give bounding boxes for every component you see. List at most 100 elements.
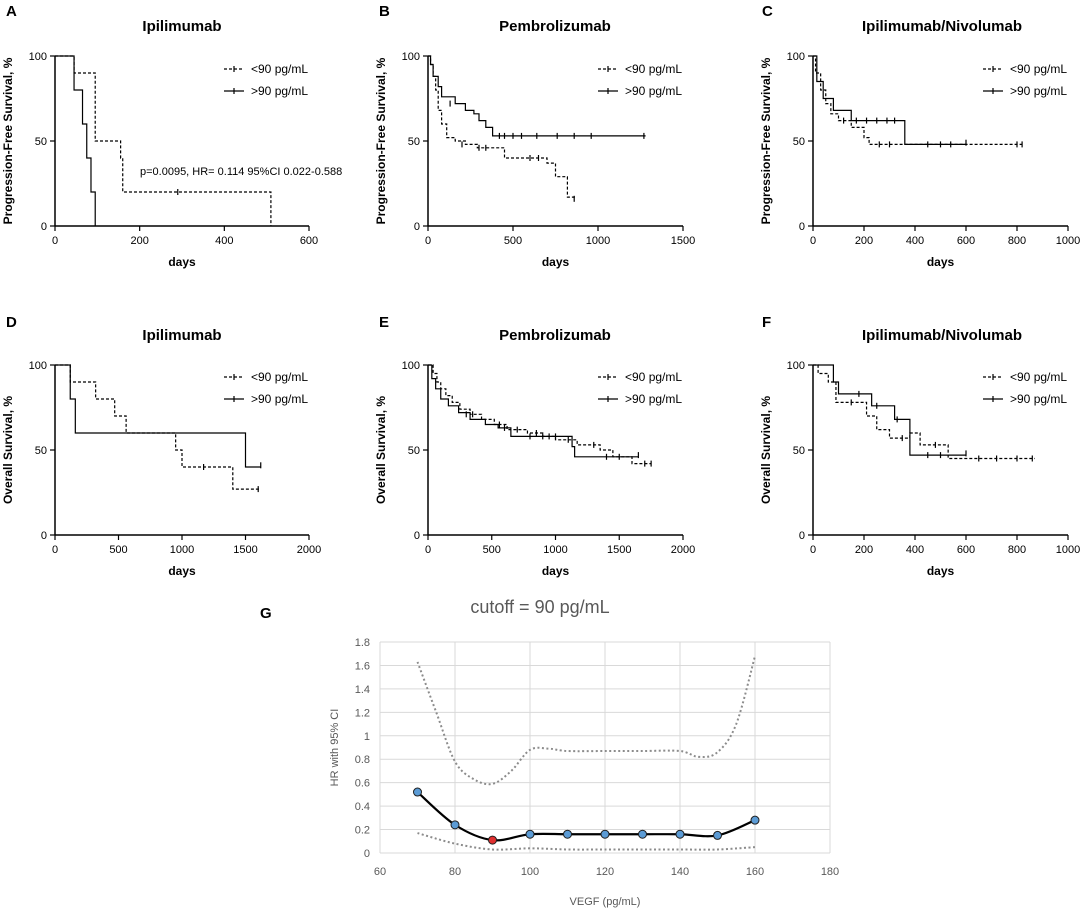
x-tick-label: 2000 [671, 544, 695, 556]
panel-title: Pembrolizumab [499, 18, 611, 35]
y-tick-label: 0.8 [355, 754, 370, 766]
y-tick-label: 0.2 [355, 825, 370, 837]
x-tick-label: 600 [957, 544, 975, 556]
x-tick-label: 200 [855, 544, 873, 556]
x-tick-label: 0 [425, 544, 431, 556]
hr-point [413, 787, 422, 797]
y-tick-label: 50 [35, 136, 47, 148]
panel-label: F [762, 314, 771, 331]
x-tick-label: 1000 [586, 235, 610, 247]
y-axis-label: Overall Survival, % [374, 396, 388, 504]
x-tick-label: 600 [957, 235, 975, 247]
legend-label: <90 pg/mL [625, 62, 682, 76]
y-tick-label: 100 [787, 360, 805, 372]
ci-upper-line [416, 655, 756, 786]
legend-label: >90 pg/mL [1010, 84, 1067, 98]
hr-point [450, 820, 460, 830]
hr-point [675, 829, 685, 839]
x-tick-label: 180 [821, 866, 839, 878]
y-tick-label: 50 [793, 445, 805, 457]
x-tick-label: 0 [52, 544, 58, 556]
x-tick-label: 800 [1008, 235, 1026, 247]
km-curve-above-90 [813, 55, 966, 145]
y-axis-label: Overall Survival, % [759, 396, 773, 504]
panel-title: cutoff = 90 pg/mL [470, 597, 609, 617]
panel-a: A Ipilimumab 0 50 100 0 200 400 600 days Progressi… [1, 3, 342, 269]
hr-point [713, 830, 722, 840]
legend-label: <90 pg/mL [1010, 62, 1067, 76]
x-tick-label: 1500 [607, 544, 631, 556]
legend-label: <90 pg/mL [251, 370, 308, 384]
panel-label: B [379, 3, 390, 20]
x-axis-label: days [927, 255, 955, 269]
x-tick-label: 1500 [671, 235, 695, 247]
x-tick-label: 500 [109, 544, 127, 556]
x-axis-label: VEGF (pg/mL) [570, 896, 641, 908]
legend-label: <90 pg/mL [625, 370, 682, 384]
hr-point [638, 829, 647, 839]
y-tick-label: 100 [402, 360, 420, 372]
stats-annotation: p=0.0095, HR= 0.114 95%CI 0.022-0.588 [140, 166, 342, 178]
hr-point [563, 829, 572, 839]
panel-title: Ipilimumab [142, 18, 221, 35]
x-tick-label: 200 [855, 235, 873, 247]
x-tick-label: 500 [504, 235, 522, 247]
x-tick-label: 0 [52, 235, 58, 247]
legend-label: <90 pg/mL [251, 62, 308, 76]
y-tick-label: 1 [364, 731, 370, 743]
legend-label: >90 pg/mL [251, 392, 308, 406]
y-tick-label: 100 [787, 51, 805, 63]
legend-label: >90 pg/mL [625, 84, 682, 98]
panel-title: Pembrolizumab [499, 327, 611, 344]
panel-label: E [379, 314, 389, 331]
y-tick-label: 0 [364, 848, 370, 860]
hr-line [416, 791, 756, 842]
x-tick-label: 800 [1008, 544, 1026, 556]
km-curve-below-90 [813, 364, 1035, 460]
x-axis-label: days [168, 564, 196, 578]
panel-label: C [762, 3, 773, 20]
km-curve-below-90 [55, 55, 272, 226]
hr-point-selected-cutoff [488, 835, 497, 845]
legend-label: >90 pg/mL [625, 392, 682, 406]
x-tick-label: 500 [483, 544, 501, 556]
x-tick-label: 200 [130, 235, 148, 247]
km-curve-above-90 [55, 364, 261, 468]
y-tick-label: 1.6 [355, 660, 370, 672]
x-tick-label: 1000 [1056, 544, 1080, 556]
y-tick-label: 1.4 [355, 684, 370, 696]
y-axis-label: Progression-Free Survival, % [1, 57, 15, 224]
y-tick-label: 0 [799, 530, 805, 542]
hr-point [525, 829, 535, 839]
y-tick-label: 0.6 [355, 778, 370, 790]
x-tick-label: 80 [449, 866, 461, 878]
legend-label: >90 pg/mL [251, 84, 308, 98]
panel-title: Ipilimumab/Nivolumab [862, 327, 1022, 344]
y-axis-label: Progression-Free Survival, % [759, 57, 773, 224]
x-tick-label: 0 [810, 235, 816, 247]
km-curve-above-90 [428, 364, 639, 458]
panel-label: G [260, 605, 272, 622]
km-curve-above-90 [813, 364, 966, 456]
y-tick-label: 0 [41, 221, 47, 233]
y-tick-label: 0.4 [355, 801, 370, 813]
y-tick-label: 1.8 [355, 637, 370, 649]
panel-label: D [6, 314, 17, 331]
km-curve-above-90 [55, 55, 96, 226]
y-tick-label: 100 [29, 360, 47, 372]
y-tick-label: 100 [29, 51, 47, 63]
y-axis-label: Progression-Free Survival, % [374, 57, 388, 224]
y-axis-label: Overall Survival, % [1, 396, 15, 504]
x-tick-label: 600 [300, 235, 318, 247]
y-tick-label: 1.2 [355, 707, 370, 719]
y-tick-label: 0 [414, 530, 420, 542]
x-tick-label: 2000 [297, 544, 321, 556]
x-tick-label: 160 [746, 866, 764, 878]
y-tick-label: 0 [799, 221, 805, 233]
km-curve-below-90 [428, 55, 575, 199]
